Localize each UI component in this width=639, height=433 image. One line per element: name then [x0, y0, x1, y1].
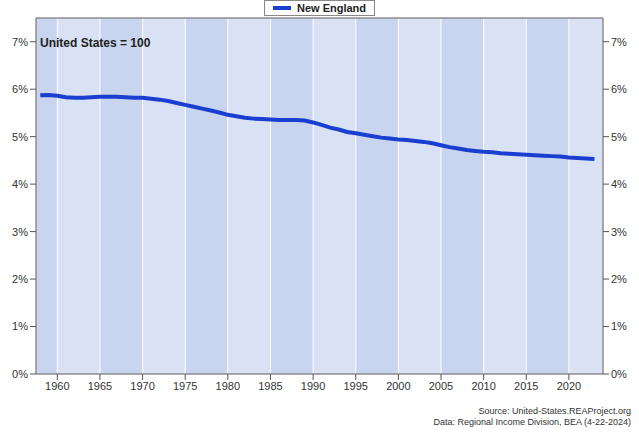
svg-text:3%: 3% — [611, 226, 627, 238]
svg-text:2020: 2020 — [557, 380, 581, 392]
html-text:Data: Regional Income Division: Data: Regional Income Division, BEA (4-2… — [433, 417, 631, 427]
svg-text:2%: 2% — [12, 273, 28, 285]
svg-text:2%: 2% — [611, 273, 627, 285]
svg-text:1%: 1% — [12, 320, 28, 332]
svg-text:5%: 5% — [611, 131, 627, 143]
svg-text:3%: 3% — [12, 226, 28, 238]
svg-text:6%: 6% — [611, 83, 627, 95]
svg-text:0%: 0% — [611, 368, 627, 380]
svg-text:1970: 1970 — [130, 380, 154, 392]
svg-text:5%: 5% — [12, 131, 28, 143]
svg-text:1995: 1995 — [343, 380, 367, 392]
svg-text:2000: 2000 — [386, 380, 410, 392]
svg-text:6%: 6% — [12, 83, 28, 95]
svg-text:1985: 1985 — [258, 380, 282, 392]
svg-text:2010: 2010 — [471, 380, 495, 392]
html-text:New England: New England — [297, 2, 366, 14]
svg-text:1960: 1960 — [45, 380, 69, 392]
html-text:Source: United-States.REAProje: Source: United-States.REAProject.org — [478, 406, 631, 416]
html-text:United States = 100: United States = 100 — [40, 36, 151, 50]
svg-text:4%: 4% — [611, 178, 627, 190]
svg-text:1980: 1980 — [216, 380, 240, 392]
svg-text:7%: 7% — [12, 36, 28, 48]
svg-text:1965: 1965 — [88, 380, 112, 392]
svg-text:0%: 0% — [12, 368, 28, 380]
svg-text:4%: 4% — [12, 178, 28, 190]
svg-text:7%: 7% — [611, 36, 627, 48]
svg-text:1%: 1% — [611, 320, 627, 332]
svg-text:1990: 1990 — [301, 380, 325, 392]
svg-text:2015: 2015 — [514, 380, 538, 392]
svg-text:2005: 2005 — [429, 380, 453, 392]
svg-text:1975: 1975 — [173, 380, 197, 392]
